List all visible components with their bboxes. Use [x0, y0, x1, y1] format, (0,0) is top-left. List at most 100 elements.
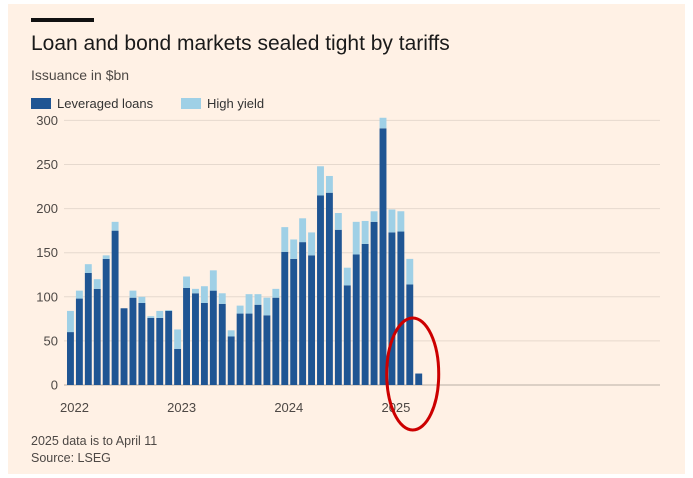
- y-tick-label: 150: [36, 245, 58, 260]
- legend-label-hy: High yield: [207, 96, 265, 111]
- bar-high-yield: [165, 310, 173, 311]
- x-axis-ticks: 2022 2023 2024 2025: [60, 400, 410, 415]
- y-tick-label: 0: [51, 378, 58, 393]
- bar-leveraged-loans: [209, 290, 217, 385]
- bar-high-yield: [67, 310, 74, 333]
- bar-leveraged-loans: [156, 317, 164, 385]
- bar-high-yield: [192, 288, 199, 294]
- bar-leveraged-loans: [183, 287, 190, 385]
- bar-leveraged-loans: [129, 297, 137, 385]
- bar-high-yield: [263, 297, 271, 316]
- bar-high-yield: [138, 296, 146, 303]
- bar-leveraged-loans: [361, 243, 369, 385]
- bar-high-yield: [406, 258, 414, 285]
- bar-high-yield: [209, 270, 217, 291]
- bar-high-yield: [325, 175, 333, 193]
- bar-high-yield: [254, 294, 262, 305]
- y-axis-ticks: 0 50 100 150 200 250 300: [36, 113, 58, 393]
- bar-high-yield: [343, 267, 351, 286]
- bar-high-yield: [227, 330, 235, 337]
- bar-leveraged-loans: [352, 254, 360, 385]
- bar-high-yield: [84, 264, 92, 273]
- bar-leveraged-loans: [102, 258, 110, 385]
- bar-leveraged-loans: [138, 302, 146, 385]
- bar-leveraged-loans: [308, 255, 316, 385]
- bar-leveraged-loans: [379, 128, 387, 385]
- bar-leveraged-loans: [245, 313, 253, 385]
- bar-high-yield: [174, 329, 182, 349]
- y-tick-label: 50: [44, 333, 58, 348]
- bar-high-yield: [397, 211, 405, 232]
- footnote: 2025 data is to April 11: [31, 434, 158, 448]
- bar-leveraged-loans: [370, 221, 378, 385]
- bar-leveraged-loans: [272, 297, 280, 385]
- bar-high-yield: [236, 305, 244, 314]
- bar-high-yield: [156, 310, 164, 318]
- bar-leveraged-loans: [415, 373, 423, 385]
- bar-leveraged-loans: [227, 336, 235, 385]
- legend-label-loans: Leveraged loans: [57, 96, 154, 111]
- bar-high-yield: [111, 221, 119, 231]
- bar-leveraged-loans: [174, 348, 182, 385]
- bar-high-yield: [299, 218, 307, 243]
- bar-leveraged-loans: [84, 272, 92, 385]
- bar-leveraged-loans: [325, 192, 333, 385]
- bar-high-yield: [272, 288, 280, 298]
- bar-leveraged-loans: [388, 232, 396, 385]
- chart-title: Loan and bond markets sealed tight by ta…: [31, 32, 450, 55]
- bar-high-yield: [75, 290, 83, 299]
- bar-leveraged-loans: [343, 285, 351, 385]
- bar-leveraged-loans: [218, 303, 226, 385]
- bar-high-yield: [334, 213, 342, 230]
- x-tick-label: 2023: [167, 400, 196, 415]
- bar-leveraged-loans: [236, 313, 244, 385]
- bar-high-yield: [147, 316, 155, 318]
- bar-leveraged-loans: [67, 332, 74, 385]
- bar-leveraged-loans: [192, 293, 199, 385]
- bar-leveraged-loans: [111, 230, 119, 385]
- bar-leveraged-loans: [281, 251, 289, 385]
- bar-leveraged-loans: [165, 310, 173, 385]
- x-tick-label: 2024: [274, 400, 303, 415]
- chart-subtitle: Issuance in $bn: [31, 67, 130, 83]
- bar-leveraged-loans: [290, 258, 298, 385]
- bar-high-yield: [183, 276, 190, 288]
- legend-swatch-hy: [181, 98, 201, 109]
- header-rule: [31, 18, 94, 22]
- legend-swatch-loans: [31, 98, 51, 109]
- bar-high-yield: [290, 239, 298, 259]
- bar-high-yield: [281, 227, 289, 252]
- bar-high-yield: [317, 166, 324, 196]
- bar-high-yield: [129, 290, 137, 298]
- bar-leveraged-loans: [334, 229, 342, 385]
- bar-leveraged-loans: [317, 195, 324, 385]
- bar-leveraged-loans: [263, 315, 271, 385]
- y-tick-label: 300: [36, 113, 58, 128]
- bar-leveraged-loans: [147, 317, 155, 385]
- bar-high-yield: [361, 220, 369, 244]
- bar-leveraged-loans: [120, 308, 128, 385]
- bar-chart: 0 50 100 150 200 250 300 2022 2023 2024 2025: [36, 113, 660, 432]
- bar-leveraged-loans: [75, 298, 83, 385]
- x-tick-label: 2025: [381, 400, 410, 415]
- y-tick-label: 250: [36, 157, 58, 172]
- source-note: Source: LSEG: [31, 451, 111, 465]
- chart-card: Loan and bond markets sealed tight by ta…: [8, 4, 685, 474]
- bar-high-yield: [352, 221, 360, 255]
- bar-leveraged-loans: [397, 231, 405, 385]
- bar-high-yield: [102, 255, 110, 259]
- bar-leveraged-loans: [299, 242, 307, 385]
- x-tick-label: 2022: [60, 400, 89, 415]
- bar-leveraged-loans: [254, 304, 262, 385]
- bar-high-yield: [93, 279, 101, 289]
- bar-high-yield: [379, 117, 387, 129]
- highlight-circle: [385, 316, 441, 432]
- bar-leveraged-loans: [406, 284, 414, 385]
- y-tick-label: 100: [36, 289, 58, 304]
- annotations: [385, 316, 441, 432]
- bar-leveraged-loans: [93, 288, 101, 385]
- bars: [67, 117, 423, 385]
- bar-leveraged-loans: [200, 302, 208, 385]
- bar-high-yield: [245, 294, 253, 314]
- bar-high-yield: [370, 211, 378, 222]
